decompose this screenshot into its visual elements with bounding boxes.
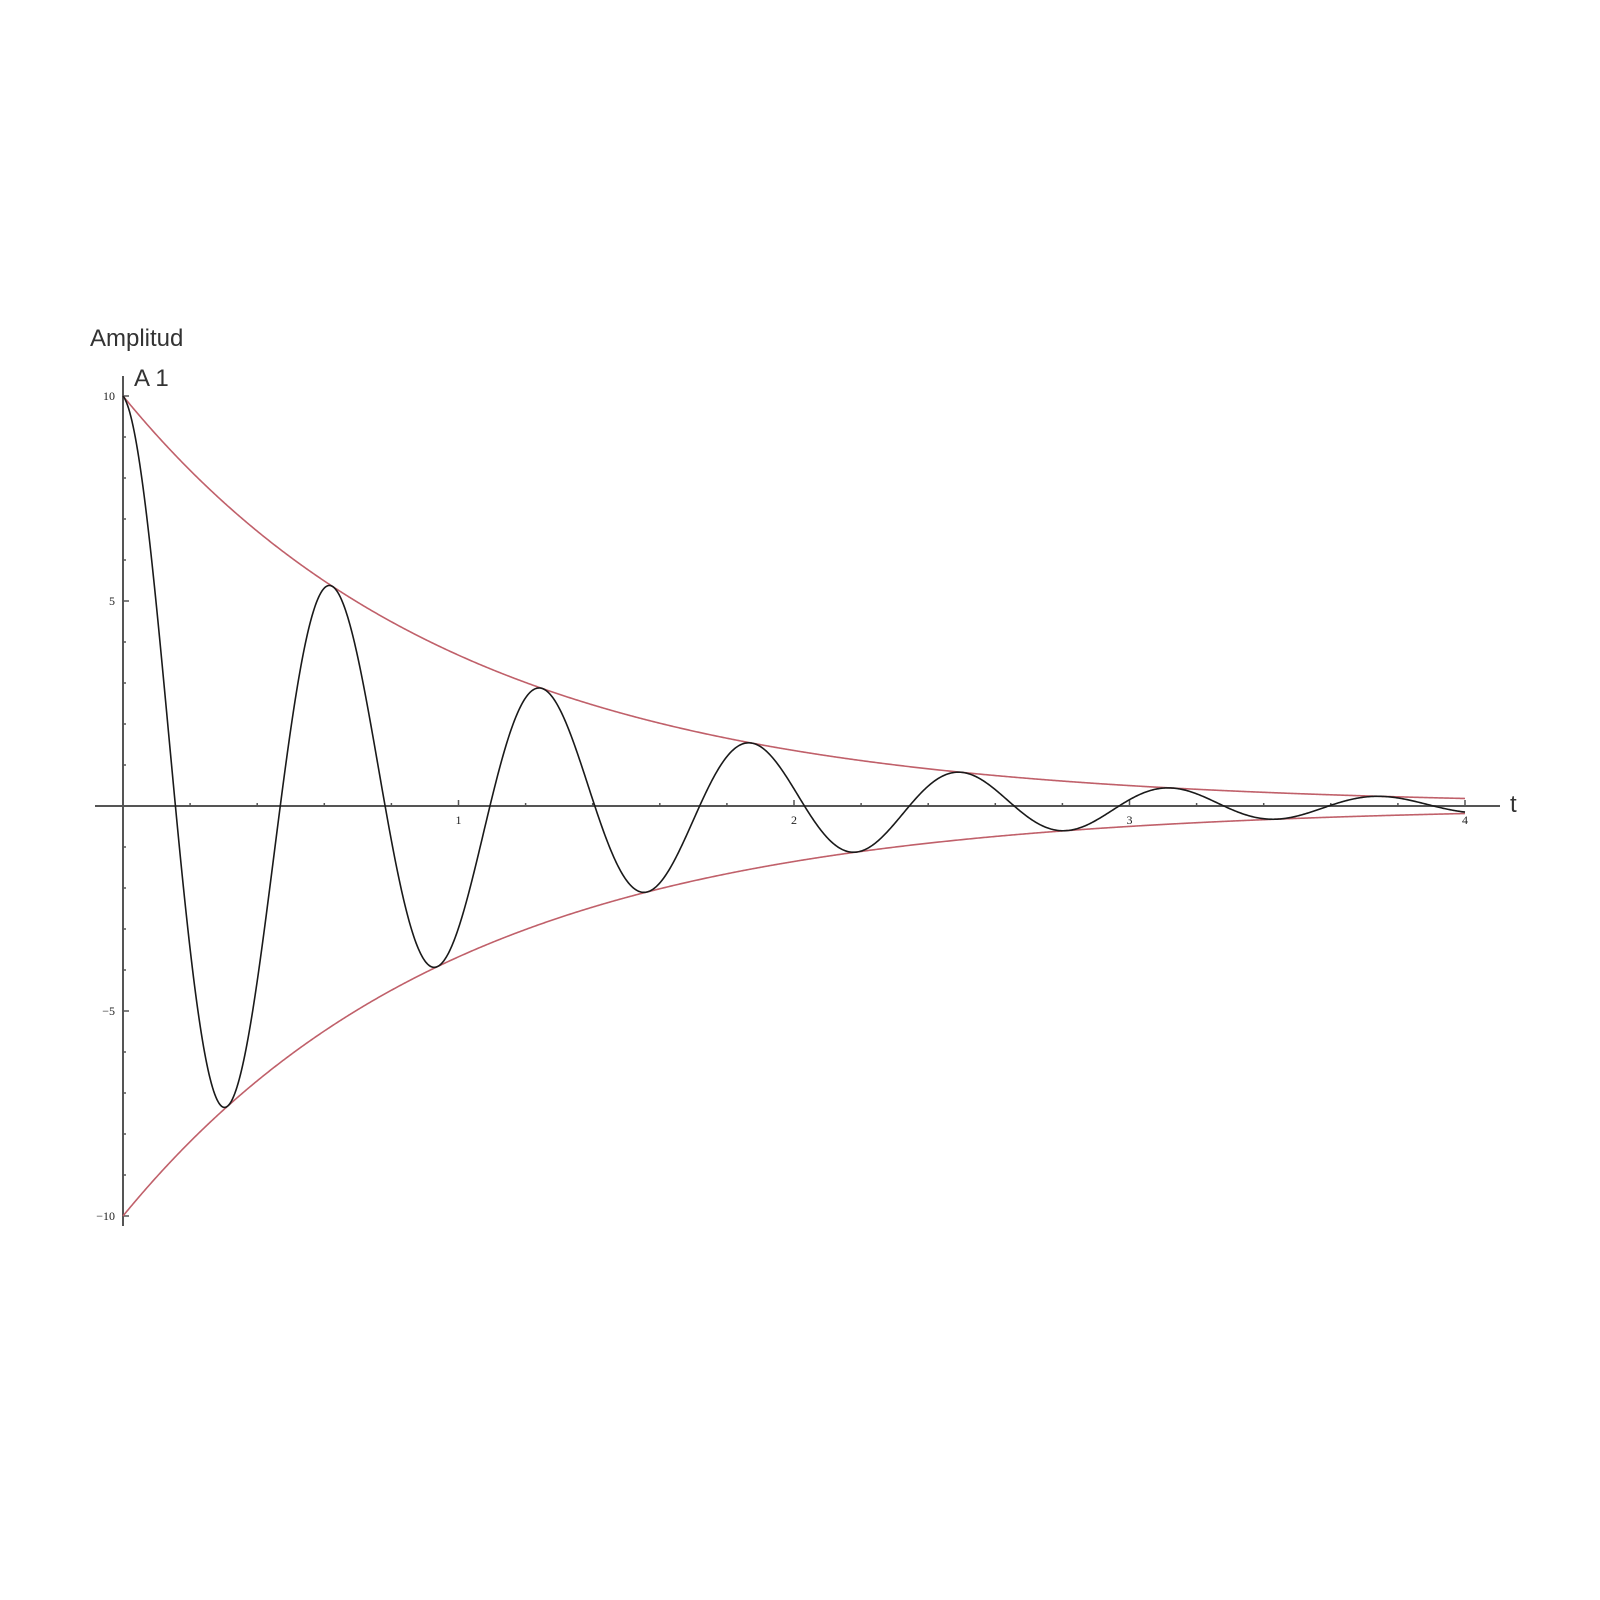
y-axis-label: Amplitud	[90, 325, 183, 352]
series-layer	[122, 395, 1466, 1217]
x-axis-label: t	[1510, 791, 1517, 818]
lower-envelope-line	[122, 812, 1466, 1217]
x-tick-label: 4	[1462, 813, 1468, 827]
y-tick-label: −10	[96, 1209, 115, 1223]
x-tick-label: 3	[1127, 813, 1133, 827]
signal-line	[122, 395, 1466, 1109]
axes: 1 2 3 4 10 5 −5 −10	[95, 376, 1500, 1226]
y-tick-label: −5	[102, 1004, 115, 1018]
y-tick-label: 5	[109, 594, 115, 608]
y-tick-label: 10	[103, 389, 115, 403]
x-tick-label: 1	[456, 813, 462, 827]
series-annotation: A 1	[134, 365, 169, 392]
x-tick-label: 2	[791, 813, 797, 827]
upper-envelope-line	[122, 395, 1466, 800]
